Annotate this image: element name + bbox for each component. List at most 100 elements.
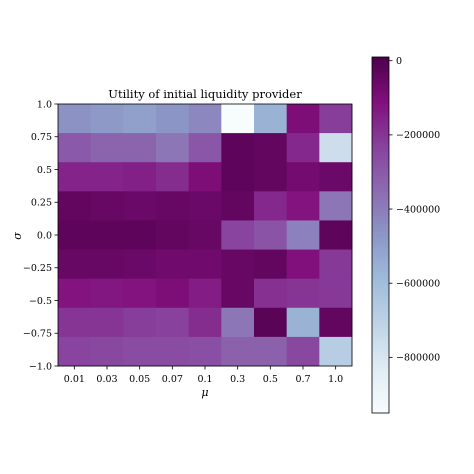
x-tick-label: 0.5 — [263, 374, 278, 385]
heatmap-cell — [221, 336, 255, 367]
heatmap-cell — [319, 191, 353, 221]
heatmap-cell — [254, 278, 288, 309]
heatmap-cell — [156, 191, 190, 221]
y-axis-ticks: 1.0 0.75 0.5 0.25 0.0 −0.25 −0.5 −0.75 −1.0 — [23, 99, 58, 372]
x-axis-label: μ — [201, 386, 208, 399]
heatmap-cell — [319, 162, 353, 192]
heatmap-cell — [123, 249, 157, 280]
heatmap-cell — [156, 162, 190, 192]
heatmap-cell — [156, 278, 190, 309]
x-tick-label: 0.1 — [197, 374, 212, 385]
heatmap-cell — [58, 278, 92, 309]
y-tick-label: −1.0 — [29, 361, 52, 372]
colorbar-ticks: 0 −200000 −400000 −600000 −800000 — [389, 56, 440, 364]
y-tick-label: 0.0 — [37, 230, 52, 241]
y-tick-label: 0.5 — [37, 165, 52, 176]
heatmap-cell — [58, 191, 92, 221]
heatmap-cell — [123, 336, 157, 367]
heatmap-cell — [254, 336, 288, 367]
heatmap-cell — [286, 104, 320, 134]
heatmap-cell — [254, 191, 288, 221]
x-axis-ticks: 0.01 0.03 0.05 0.07 0.1 0.3 0.5 0.7 1.0 — [64, 366, 343, 385]
heatmap-cell — [319, 220, 353, 250]
heatmap-cell — [123, 278, 157, 309]
heatmap-cell — [319, 278, 353, 309]
x-tick-label: 0.05 — [129, 374, 150, 385]
heatmap-cell — [286, 191, 320, 221]
colorbar-tick-label: 0 — [396, 56, 402, 67]
heatmap-cell — [123, 162, 157, 192]
plot-frame — [57, 103, 353, 367]
heatmap-cell — [221, 278, 255, 309]
heatmap-cell — [58, 162, 92, 192]
heatmap-cell — [319, 307, 353, 338]
heatmap-cell — [254, 162, 288, 192]
y-tick-label: −0.25 — [23, 263, 52, 274]
heatmap-cell — [90, 104, 124, 134]
colorbar-frame — [371, 56, 390, 414]
heatmap-cell — [58, 104, 92, 134]
heatmap-cell — [90, 220, 124, 250]
x-tick-label: 1.0 — [328, 374, 343, 385]
heatmap-cell — [254, 220, 288, 250]
heatmap-cell — [58, 133, 92, 163]
y-tick-label: 0.25 — [31, 198, 52, 209]
heatmap-cell — [286, 336, 320, 367]
heatmap-cells — [58, 104, 353, 367]
heatmap-cell — [156, 336, 190, 367]
heatmap-cell — [319, 249, 353, 280]
heatmap-cell — [221, 220, 255, 250]
heatmap-cell — [254, 104, 288, 134]
heatmap-cell — [188, 249, 222, 280]
heatmap-cell — [123, 191, 157, 221]
heatmap-cell — [123, 104, 157, 134]
x-tick-label: 0.01 — [64, 374, 85, 385]
heatmap-cell — [286, 249, 320, 280]
heatmap-cell — [90, 162, 124, 192]
heatmap-cell — [90, 133, 124, 163]
heatmap-cell — [156, 249, 190, 280]
y-tick-label: 1.0 — [37, 99, 52, 110]
x-tick-label: 0.03 — [96, 374, 117, 385]
heatmap-cell — [123, 220, 157, 250]
colorbar — [372, 57, 389, 413]
x-tick-label: 0.3 — [230, 374, 245, 385]
heatmap-cell — [90, 249, 124, 280]
heatmap-cell — [286, 307, 320, 338]
heatmap-cell — [58, 249, 92, 280]
heatmap-cell — [286, 278, 320, 309]
heatmap-cell — [286, 133, 320, 163]
heatmap-cell — [58, 307, 92, 338]
colorbar-tick-label: −400000 — [396, 204, 440, 215]
heatmap-cell — [58, 220, 92, 250]
heatmap-cell — [188, 278, 222, 309]
heatmap-cell — [319, 104, 353, 134]
heatmap-cell — [156, 133, 190, 163]
heatmap-cell — [90, 336, 124, 367]
heatmap-cell — [254, 249, 288, 280]
x-tick-label: 0.07 — [162, 374, 183, 385]
heatmap-cell — [58, 336, 92, 367]
colorbar-tick-label: −800000 — [396, 353, 440, 364]
heatmap-cell — [188, 133, 222, 163]
heatmap-cell — [221, 133, 255, 163]
chart-title: Utility of initial liquidity provider — [108, 87, 302, 101]
heatmap-cell — [319, 336, 353, 367]
y-tick-label: 0.75 — [31, 132, 52, 143]
heatmap-cell — [221, 162, 255, 192]
heatmap-cell — [286, 220, 320, 250]
x-tick-label: 0.7 — [295, 374, 310, 385]
heatmap-cell — [188, 104, 222, 134]
heatmap-cell — [123, 307, 157, 338]
heatmap-cell — [156, 307, 190, 338]
heatmap-cell — [123, 133, 157, 163]
y-tick-label: −0.75 — [23, 329, 52, 340]
heatmap-cell — [188, 191, 222, 221]
heatmap-cell — [188, 162, 222, 192]
heatmap-cell — [221, 307, 255, 338]
heatmap-cell — [254, 133, 288, 163]
heatmap-cell — [221, 249, 255, 280]
heatmap-cell — [90, 191, 124, 221]
heatmap-cell — [221, 104, 255, 134]
heatmap-cell — [188, 307, 222, 338]
